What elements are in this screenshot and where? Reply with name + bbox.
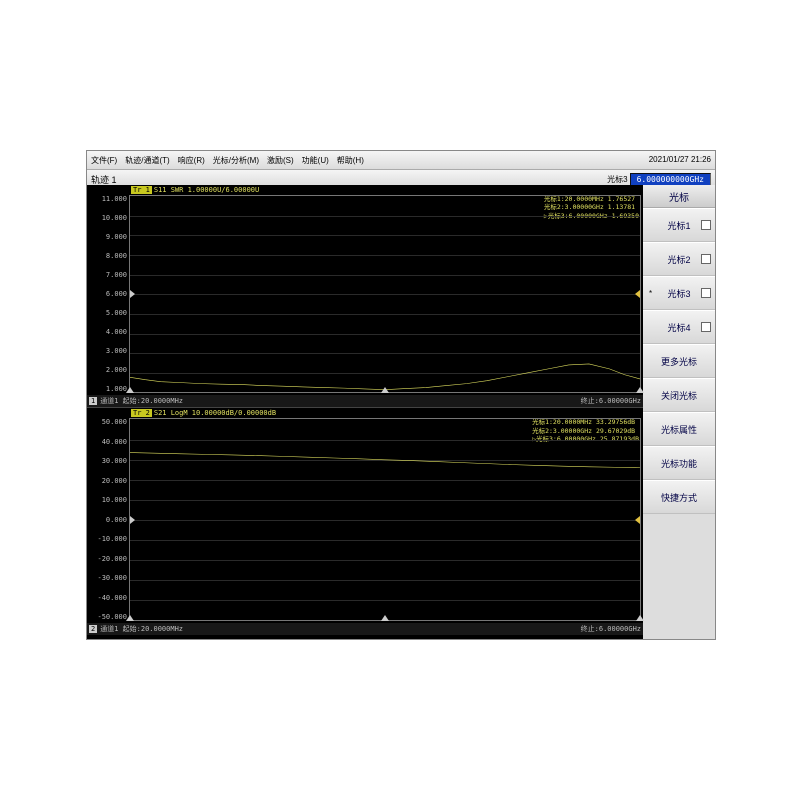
chart1-plot[interactable]: [129, 195, 641, 393]
sidebar-header: 光标: [643, 185, 715, 208]
trace-title: 轨迹 1: [91, 173, 117, 186]
softkey-5[interactable]: 更多光标: [643, 344, 715, 378]
softkey-2[interactable]: 光标2: [643, 242, 715, 276]
chart2-stop-freq: 终止:6.00000GHz: [581, 624, 641, 634]
chart2-channel-badge: 2: [89, 625, 97, 633]
menu-file[interactable]: 文件(F): [91, 155, 117, 166]
menu-marker[interactable]: 光标/分析(M): [213, 155, 259, 166]
active-marker-value[interactable]: 6.000000000GHz: [630, 173, 711, 186]
app-window: 文件(F) 轨迹/通道(T) 响应(R) 光标/分析(M) 激励(S) 功能(U…: [86, 150, 716, 640]
menu-trace[interactable]: 轨迹/通道(T): [125, 155, 169, 166]
softkey-sidebar: 光标 光标1光标2*光标3光标4更多光标关闭光标光标属性光标功能快捷方式: [642, 185, 715, 639]
softkey-9[interactable]: 快捷方式: [643, 480, 715, 514]
chart-s21: Tr 2S21 LogM 10.00000dB/0.00000dB 光标1:20…: [87, 408, 643, 635]
menu-stimulus[interactable]: 激励(S): [267, 155, 294, 166]
trace1-badge: Tr 1: [131, 186, 152, 194]
softkey-3[interactable]: *光标3: [643, 276, 715, 310]
trace2-badge: Tr 2: [131, 409, 152, 417]
softkey-8[interactable]: 光标功能: [643, 446, 715, 480]
chart2-start-freq: 通道1 起始:20.0000MHz: [100, 624, 183, 634]
active-marker-label: 光标3: [607, 174, 627, 185]
menu-response[interactable]: 响应(R): [178, 155, 205, 166]
chart1-start-freq: 通道1 起始:20.0000MHz: [100, 396, 183, 406]
chart2-y-axis: 50.00040.00030.00020.00010.0000.000-10.0…: [89, 418, 127, 621]
chart2-plot[interactable]: [129, 418, 641, 621]
softkey-1[interactable]: 光标1: [643, 208, 715, 242]
datetime-label: 2021/01/27 21:26: [649, 151, 711, 167]
trace2-label: S21 LogM 10.00000dB/0.00000dB: [154, 409, 276, 417]
menu-help[interactable]: 帮助(H): [337, 155, 364, 166]
softkey-7[interactable]: 光标属性: [643, 412, 715, 446]
menu-bar: 文件(F) 轨迹/通道(T) 响应(R) 光标/分析(M) 激励(S) 功能(U…: [87, 151, 715, 170]
trace1-label: S11 SWR 1.00000U/6.00000U: [154, 186, 259, 194]
softkey-6[interactable]: 关闭光标: [643, 378, 715, 412]
softkey-4[interactable]: 光标4: [643, 310, 715, 344]
chart1-channel-badge: 1: [89, 397, 97, 405]
chart1-y-axis: 11.00010.0009.0008.0007.0006.0005.0004.0…: [89, 195, 127, 393]
chart1-stop-freq: 终止:6.00000GHz: [581, 396, 641, 406]
chart-s11: Tr 1S11 SWR 1.00000U/6.00000U 光标1:20.000…: [87, 185, 643, 408]
plot-area: Tr 1S11 SWR 1.00000U/6.00000U 光标1:20.000…: [87, 185, 643, 639]
menu-function[interactable]: 功能(U): [302, 155, 329, 166]
